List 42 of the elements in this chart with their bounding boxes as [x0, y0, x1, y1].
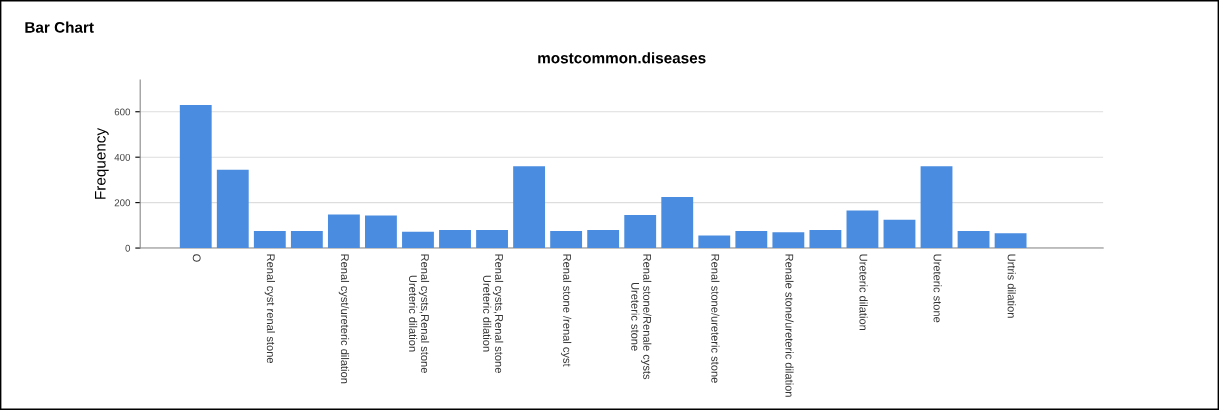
x-tick-label: Urtris dilation [1007, 254, 1016, 318]
y-tick-label: 200 [114, 199, 131, 207]
bar [513, 166, 546, 249]
x-tick-label: Renal cyst/ureteric dilation [338, 254, 350, 384]
bar [402, 231, 434, 249]
x-tick-label: Ureteric stone [933, 254, 942, 323]
x-tick-label: Renal stone /renal cyst [560, 254, 572, 367]
bar [661, 196, 694, 249]
x-tick-label: O [192, 254, 201, 262]
y-tick-label: 0 [125, 244, 131, 252]
y-axis-title: Frequency [95, 127, 109, 199]
bar [735, 231, 768, 249]
bar [809, 229, 842, 249]
x-tick-label: Renal stone/Renale cysts Ureteric stone [631, 254, 652, 380]
y-tick-label: 400 [114, 153, 131, 161]
x-tick-label: Renal cysts,Renal stone Ureteric dilation [409, 254, 430, 373]
bar [994, 233, 1027, 249]
chart-title: mostcommon.diseases [538, 52, 706, 64]
x-tick-label: Renale stone/ureteric dilation [785, 254, 794, 397]
bar [624, 215, 657, 249]
bar [365, 215, 397, 249]
bar [957, 231, 990, 249]
x-tick-label: Ureteric dilation [859, 254, 868, 331]
x-tick-label: Renal cyst renal stone [264, 254, 275, 364]
bar [476, 229, 508, 249]
bar [327, 214, 360, 249]
bar [550, 231, 583, 249]
bar [439, 229, 471, 249]
bar [772, 232, 805, 249]
bar [846, 210, 879, 249]
bar [216, 169, 249, 249]
bar [290, 231, 323, 249]
bar [253, 231, 286, 249]
bar [587, 229, 620, 249]
bar [179, 104, 212, 249]
x-tick-label: Renal cysts,Renal stone Ureteric dilation [483, 254, 504, 373]
bar [883, 219, 916, 249]
y-tick-label: 600 [114, 108, 131, 116]
text: Bar Chart [25, 21, 94, 33]
x-tick-label: Renal stone/ureteric stone [711, 254, 720, 383]
bar [698, 235, 731, 249]
bar [920, 166, 953, 249]
